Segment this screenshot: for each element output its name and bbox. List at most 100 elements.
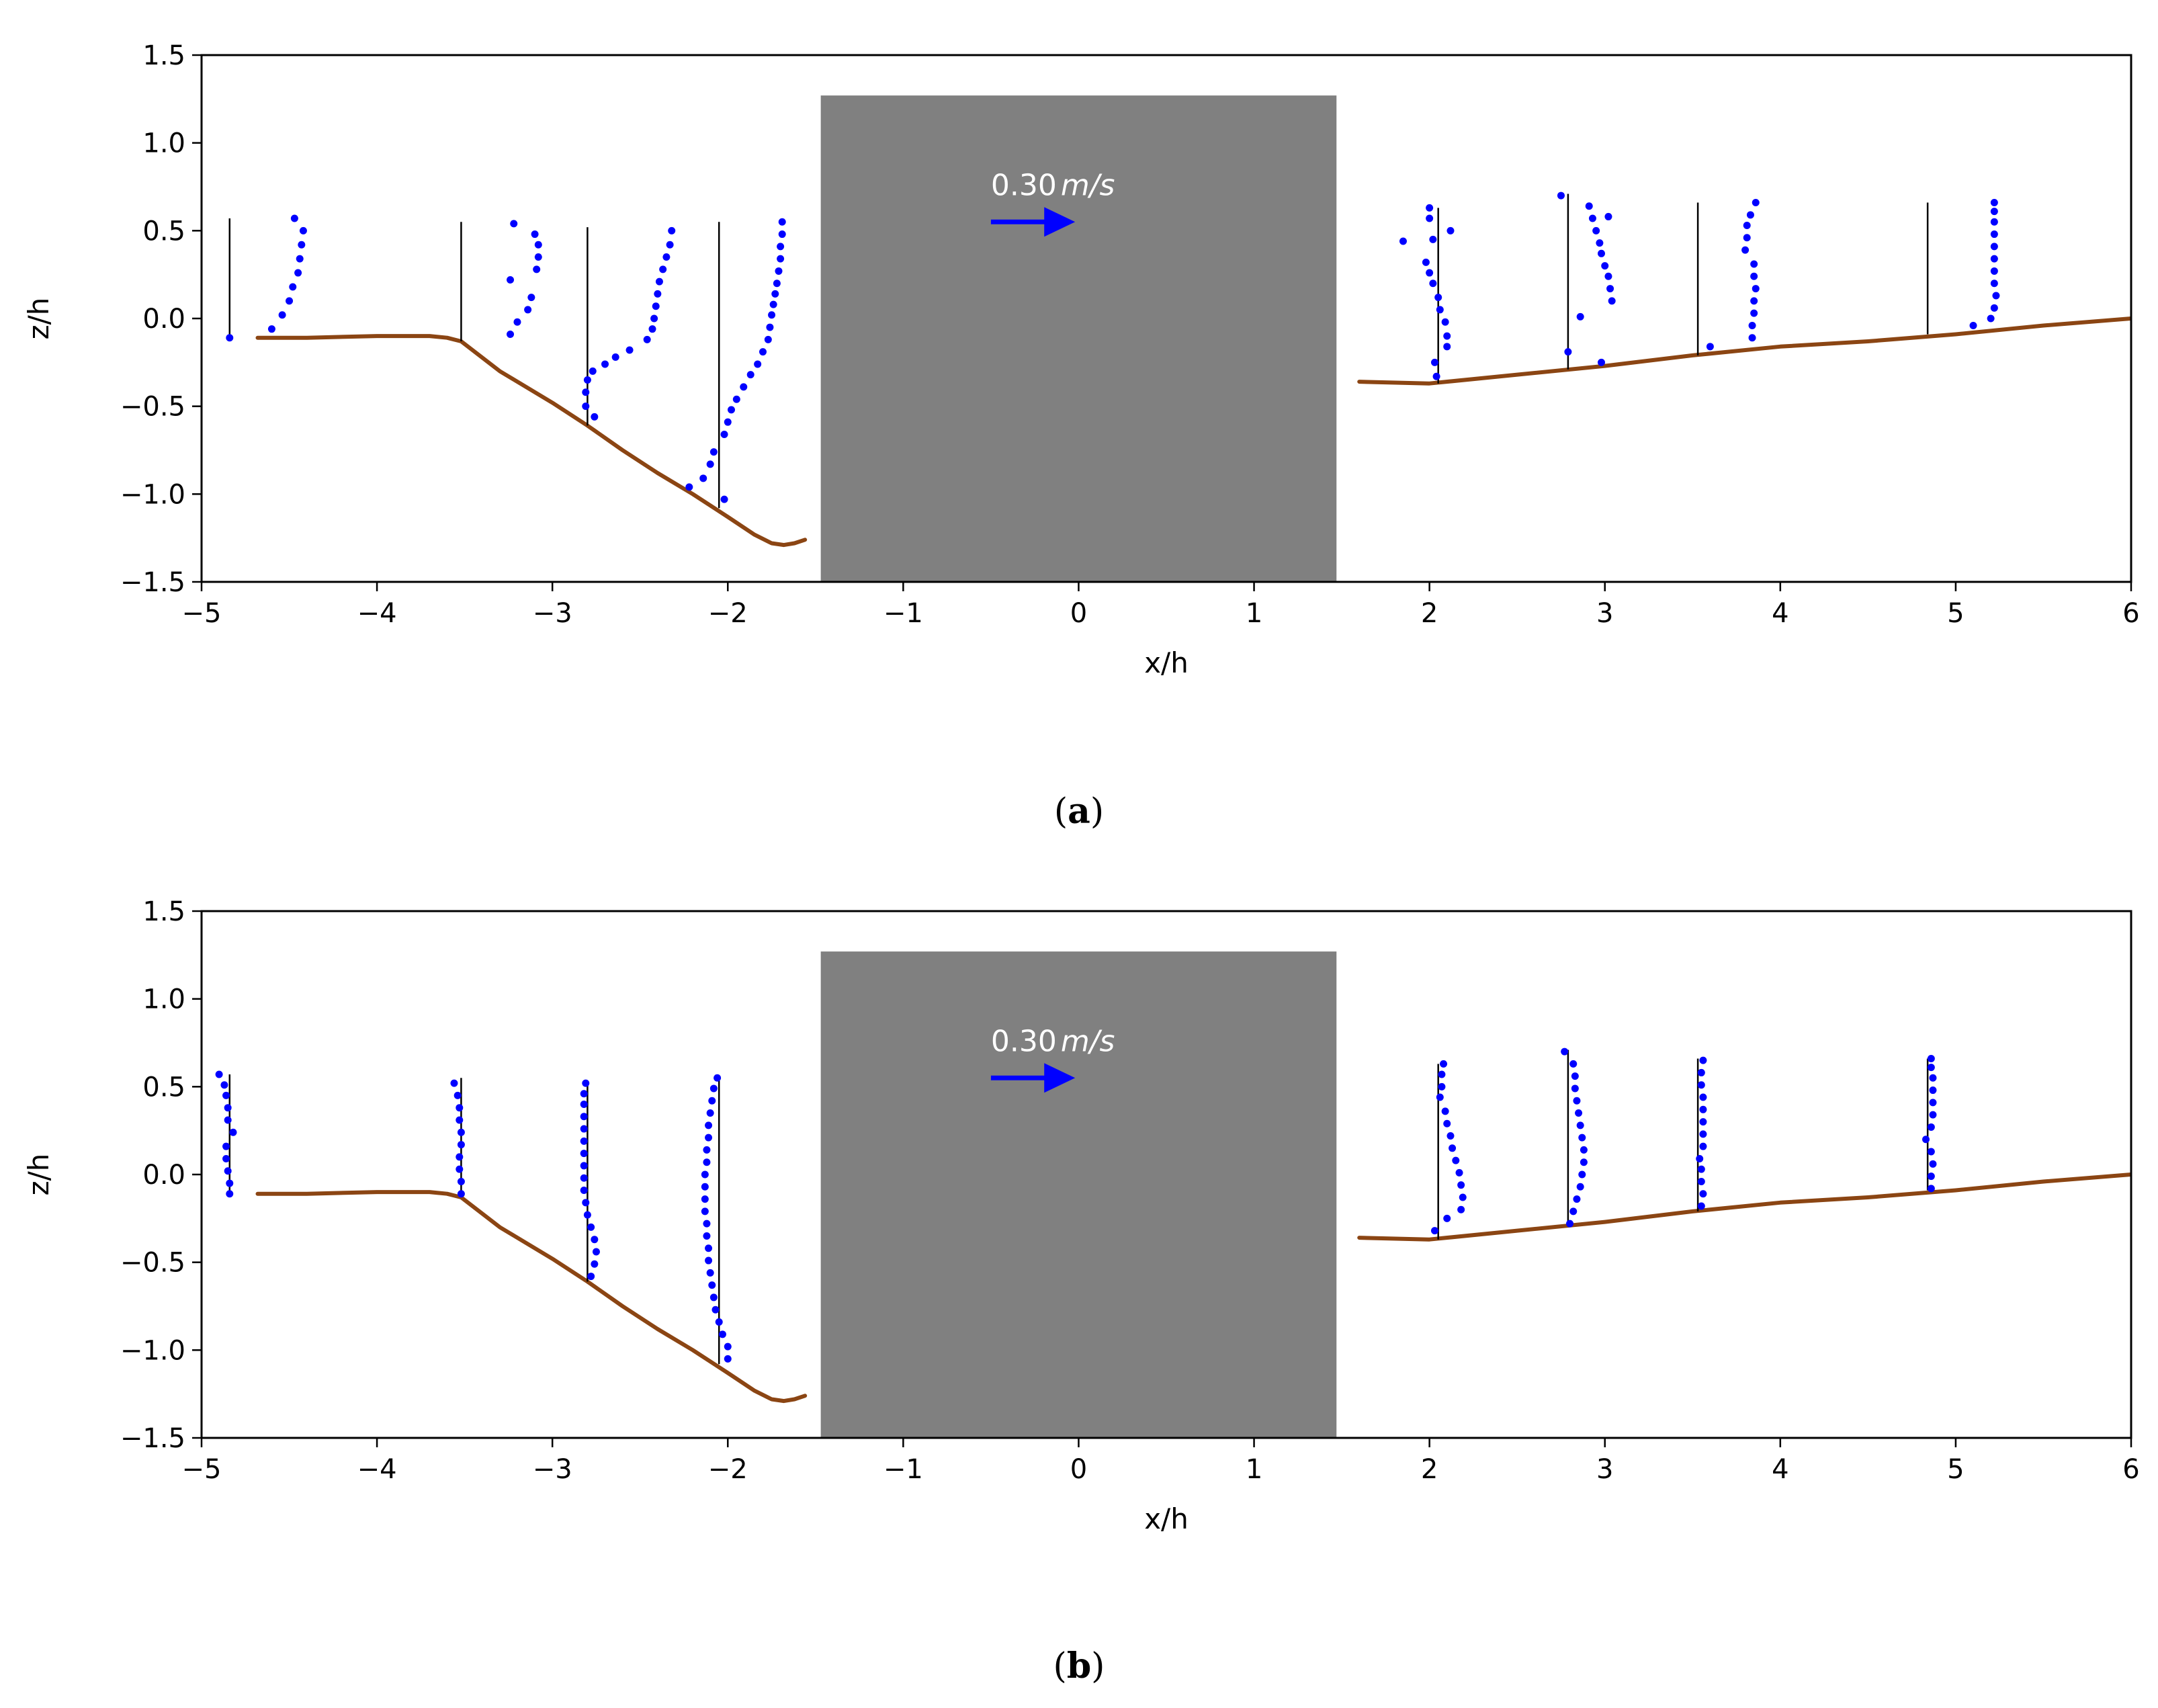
x-tick-label: 1: [1246, 1454, 1262, 1485]
velocity-point-5-12: [1429, 235, 1437, 243]
obstacle-block: [820, 95, 1337, 582]
velocity-point-6-6: [1580, 1158, 1588, 1166]
x-tick-label: −2: [708, 1454, 748, 1485]
velocity-point-5-3: [1457, 1205, 1465, 1213]
velocity-point-6-3: [1576, 312, 1584, 321]
velocity-point-7-5: [1696, 1154, 1704, 1162]
caption-close: ): [1091, 1646, 1105, 1686]
velocity-point-7-9: [1699, 1105, 1707, 1113]
reference-arrow-unit: m/s: [1061, 1024, 1115, 1058]
velocity-point-8-1: [1927, 1185, 1935, 1193]
x-tick-label: 2: [1421, 598, 1438, 629]
velocity-point-4-7: [724, 418, 732, 426]
velocity-point-3-10: [648, 325, 656, 333]
velocity-point-2-6: [533, 265, 541, 273]
velocity-point-2-10: [510, 220, 518, 228]
velocity-point-8-4: [1927, 1148, 1935, 1156]
velocity-point-4-4: [715, 1318, 723, 1326]
velocity-point-3-14: [580, 1113, 588, 1121]
velocity-point-4-10: [705, 1244, 713, 1252]
bed-line-right: [1357, 1172, 2131, 1242]
velocity-point-7-12: [1697, 1068, 1705, 1076]
reference-arrow-value: 0.30: [991, 1024, 1057, 1058]
obstacle-block: [820, 951, 1337, 1438]
velocity-point-1-11: [215, 1070, 223, 1078]
velocity-point-3-16: [580, 1090, 588, 1098]
velocity-point-4-6: [709, 1293, 718, 1301]
velocity-point-4-5: [711, 1306, 720, 1314]
velocity-point-7-8: [1699, 1118, 1707, 1126]
velocity-point-5-14: [1426, 214, 1434, 222]
velocity-point-8-12: [1990, 199, 1998, 207]
y-tick-label: 1.0: [142, 984, 185, 1015]
velocity-point-6-1: [1564, 348, 1572, 356]
velocity-point-2-5: [507, 276, 515, 284]
velocity-point-2-9: [531, 230, 539, 239]
velocity-point-6-2: [1598, 358, 1606, 366]
reference-arrow-value: 0.30: [991, 168, 1057, 202]
velocity-point-5-2: [1430, 358, 1438, 366]
x-tick-label: 4: [1772, 598, 1788, 629]
velocity-point-4-5: [720, 495, 728, 503]
velocity-point-1-1: [226, 334, 234, 342]
y-tick-label: 1.0: [142, 128, 185, 159]
velocity-point-6-10: [1575, 1109, 1583, 1117]
velocity-point-6-14: [1604, 212, 1612, 220]
velocity-point-2-3: [524, 306, 532, 314]
velocity-point-5-2: [1443, 1214, 1451, 1222]
velocity-point-8-2: [1987, 314, 1995, 323]
velocity-point-2-6: [457, 1128, 465, 1136]
velocity-point-1-4: [286, 297, 294, 305]
velocity-point-4-2: [724, 1342, 732, 1351]
x-tick-label: −3: [533, 598, 572, 629]
velocity-point-7-13: [1752, 199, 1760, 207]
velocity-point-1-2: [226, 1179, 234, 1187]
velocity-point-4-23: [778, 230, 786, 239]
velocity-point-8-9: [1990, 230, 1998, 239]
x-tick-label: −5: [182, 598, 222, 629]
velocity-point-6-7: [1580, 1146, 1588, 1154]
x-tick-label: −4: [357, 598, 397, 629]
y-tick-label: −0.5: [120, 392, 185, 423]
velocity-point-3-7: [611, 353, 619, 361]
velocity-point-7-7: [1750, 272, 1758, 280]
velocity-point-8-10: [1990, 218, 1998, 226]
velocity-point-4-22: [777, 243, 785, 251]
velocity-point-3-4: [591, 1236, 599, 1244]
velocity-point-4-6: [720, 430, 728, 438]
velocity-point-4-24: [714, 1074, 722, 1082]
velocity-point-5-14: [1438, 1070, 1446, 1078]
velocity-point-3-6: [583, 1211, 591, 1219]
velocity-point-8-11: [1990, 208, 1998, 216]
velocity-point-1-1: [226, 1190, 234, 1198]
velocity-point-3-18: [668, 226, 676, 234]
velocity-point-8-4: [1992, 292, 2000, 300]
velocity-point-6-12: [1585, 202, 1593, 210]
velocity-point-7-9: [1741, 246, 1750, 254]
velocity-point-6-2: [1569, 1207, 1578, 1215]
velocity-point-4-15: [701, 1183, 709, 1191]
velocity-point-4-11: [746, 371, 754, 379]
x-tick-label: 6: [2122, 1454, 2139, 1485]
x-tick-label: 5: [1947, 598, 1964, 629]
velocity-point-5-8: [1429, 280, 1437, 288]
velocity-point-1-6: [229, 1128, 237, 1136]
velocity-point-3-11: [650, 314, 658, 323]
velocity-point-8-10: [1929, 1074, 1937, 1082]
velocity-point-4-17: [769, 300, 777, 308]
velocity-point-6-12: [1571, 1084, 1579, 1093]
velocity-point-7-3: [1697, 1177, 1705, 1185]
velocity-point-8-9: [1929, 1086, 1937, 1095]
velocity-point-3-9: [580, 1174, 588, 1182]
velocity-point-8-2: [1927, 1172, 1935, 1181]
velocity-point-5-9: [1447, 1132, 1455, 1140]
velocity-point-8-5: [1990, 280, 1998, 288]
x-tick-label: −5: [182, 1454, 222, 1485]
x-tick-label: 0: [1070, 598, 1087, 629]
y-tick-label: 0.0: [142, 304, 185, 335]
velocity-point-6-11: [1588, 214, 1596, 222]
velocity-point-1-3: [278, 311, 286, 319]
x-tick-label: 3: [1596, 598, 1613, 629]
velocity-point-6-4: [1576, 1183, 1584, 1191]
velocity-point-4-21: [777, 255, 785, 263]
